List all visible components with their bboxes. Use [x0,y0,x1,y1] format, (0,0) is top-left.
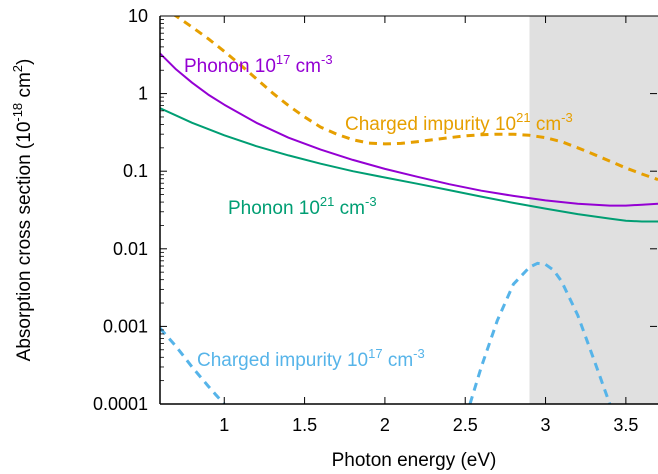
x-axis-label: Photon energy (eV) [332,450,497,471]
x-tick-label: 1 [219,415,229,435]
y-tick-label: 10 [128,6,148,26]
x-tick-label: 1.5 [292,415,317,435]
series-line-charged-1e21 [172,16,658,182]
y-tick-label: 0.1 [123,161,148,181]
x-tick-label: 3 [541,415,551,435]
annotation-phonon-1e21: Phonon 1021 cm-3 [228,194,377,219]
x-tick-label: 2.5 [453,415,478,435]
annotation-charged-1e17: Charged impurity 1017 cm-3 [197,346,425,371]
x-tick-label: 2 [380,415,390,435]
series-line-phonon-1e21 [160,107,658,223]
y-axis-label: Absorption cross section (10-18 cm2) [10,59,35,362]
series-line-phonon-1e17 [160,52,658,207]
y-tick-label: 0.01 [113,239,148,259]
annotation-charged-1e21: Charged impurity 1021 cm-3 [345,110,573,135]
y-tick-label: 1 [138,84,148,104]
series-line-charged-1e17-left [160,327,226,404]
annotation-phonon-1e17: Phonon 1017 cm-3 [184,52,333,77]
x-tick-label: 3.5 [613,415,638,435]
y-tick-label: 0.001 [103,316,148,336]
y-tick-label: 0.0001 [93,394,148,414]
